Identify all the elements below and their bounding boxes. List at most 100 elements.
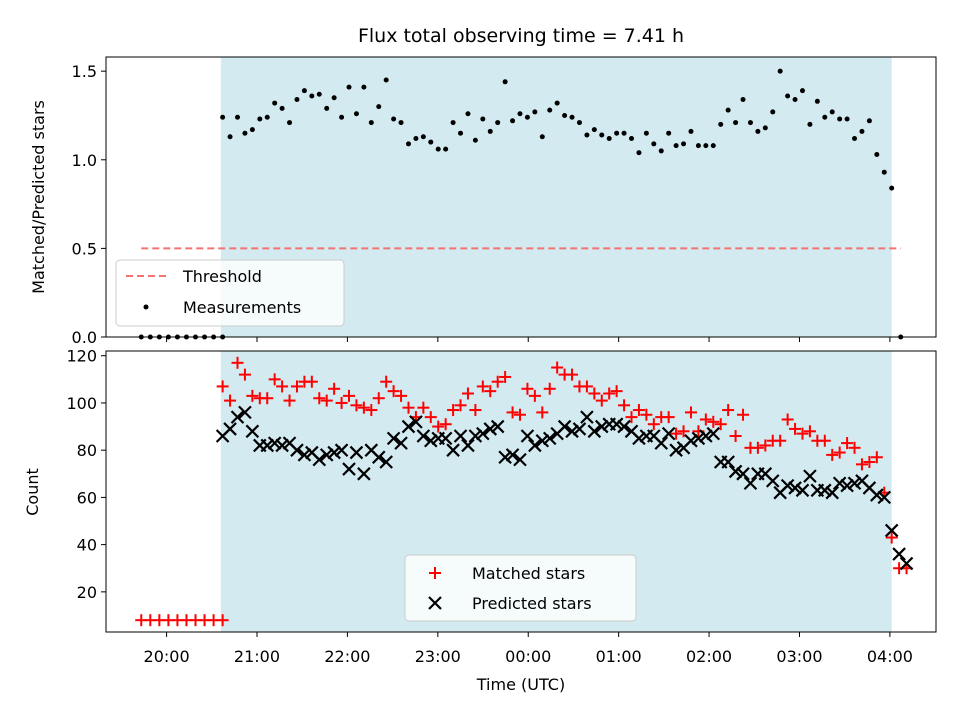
measurement-point xyxy=(532,109,538,115)
measurement-point xyxy=(755,128,761,134)
matched-star-point xyxy=(774,434,787,447)
measurement-point xyxy=(814,98,820,104)
predicted-star-point xyxy=(334,443,349,457)
matched-star-point xyxy=(402,401,415,414)
predicted-star-point xyxy=(706,426,721,441)
measurement-point xyxy=(458,130,464,136)
measurement-point xyxy=(517,111,523,117)
matched-star-point xyxy=(424,411,437,424)
measurement-point xyxy=(339,114,345,120)
bottom-y-tick-label: 80 xyxy=(77,441,97,460)
predicted-star-point xyxy=(572,422,587,436)
matched-star-point xyxy=(670,427,683,440)
predicted-star-point xyxy=(386,431,401,446)
matched-star-point xyxy=(781,413,794,426)
measurement-point xyxy=(859,128,865,134)
predicted-star-point xyxy=(297,448,312,462)
measurement-point xyxy=(710,143,716,149)
predicted-star-point xyxy=(803,469,817,483)
predicted-star-point xyxy=(401,419,416,434)
predicted-star-point xyxy=(542,431,557,446)
predicted-star-point xyxy=(587,424,602,439)
measurement-point xyxy=(495,120,501,126)
measurement-point xyxy=(651,141,657,147)
predicted-star-point xyxy=(379,455,393,469)
matched-star-point xyxy=(826,448,839,461)
measurement-point xyxy=(792,97,798,103)
matched-star-point xyxy=(268,373,281,386)
measurement-point xyxy=(844,116,850,122)
matched-star-point xyxy=(305,375,318,388)
predicted-star-point xyxy=(371,450,386,465)
matched-star-point xyxy=(543,382,556,395)
matched-star-point xyxy=(870,451,883,464)
measurement-point xyxy=(279,105,285,111)
predicted-star-point xyxy=(230,410,245,424)
predicted-star-point xyxy=(275,438,289,453)
measurement-point xyxy=(785,93,791,99)
matched-star-point xyxy=(580,380,593,393)
top-y-tick-label: 0.0 xyxy=(72,328,97,347)
predicted-star-point xyxy=(342,462,356,476)
top-legend: Threshold Measurements xyxy=(115,259,345,327)
measurement-point xyxy=(554,100,560,106)
measurement-point xyxy=(383,77,389,83)
measurement-point xyxy=(881,169,887,175)
predicted-star-point xyxy=(424,433,438,448)
matched-star-point xyxy=(313,392,326,405)
matched-star-point xyxy=(863,455,876,468)
predicted-star-point xyxy=(892,547,906,561)
measurement-point xyxy=(235,114,241,120)
predicted-star-point xyxy=(267,436,282,450)
measurement-point xyxy=(770,109,776,115)
matched-star-point xyxy=(454,399,467,412)
measurement-point xyxy=(591,127,597,133)
measurement-point xyxy=(480,116,486,122)
bottom-x-tick-label: 04:00 xyxy=(867,647,913,666)
chart-title: Flux total observing time = 7.41 h xyxy=(358,25,684,47)
measurement-point xyxy=(562,112,568,118)
predicted-star-point xyxy=(438,431,453,446)
matched-star-point xyxy=(647,418,660,431)
measurement-point xyxy=(629,136,635,142)
matched-star-point xyxy=(632,404,645,417)
measurement-point xyxy=(376,104,382,110)
matched-star-point xyxy=(491,375,504,388)
measurement-point xyxy=(643,130,649,136)
predicted-star-point xyxy=(877,490,892,505)
matched-star-point xyxy=(603,387,616,400)
measurement-point xyxy=(413,136,419,142)
predicted-star-point xyxy=(788,481,802,495)
measurement-point xyxy=(762,125,768,131)
top-plot-frame xyxy=(105,56,937,338)
matched-star-point xyxy=(506,406,519,419)
bottom-x-tick-label: 21:00 xyxy=(234,647,280,666)
matched-star-point xyxy=(513,408,526,421)
bottom-y-tick-label: 120 xyxy=(66,347,97,366)
matched-legend-label: Matched stars xyxy=(472,564,585,583)
predicted-star-point xyxy=(899,556,914,571)
measurement-point xyxy=(391,116,397,122)
measurement-point xyxy=(361,84,367,90)
matched-star-point xyxy=(640,408,653,421)
matched-star-point xyxy=(684,406,697,419)
measurement-point xyxy=(852,136,858,142)
predicted-star-point xyxy=(490,419,505,434)
matched-star-point xyxy=(387,385,400,398)
measurement-point xyxy=(510,118,516,124)
measurement-point xyxy=(747,120,753,126)
matched-star-point xyxy=(395,389,408,402)
measurement-point xyxy=(606,136,612,142)
measurement-point xyxy=(688,128,694,134)
measurement-point xyxy=(614,130,620,136)
matched-star-point xyxy=(841,437,854,450)
predicted-star-point xyxy=(416,429,431,443)
measurement-point xyxy=(420,134,426,140)
predicted-star-point xyxy=(476,426,490,441)
measurement-point xyxy=(829,109,835,115)
bottom-y-axis-label: Count xyxy=(23,468,42,516)
measurement-point xyxy=(725,107,731,113)
matched-star-point xyxy=(216,380,229,393)
bottom-x-tick-label: 20:00 xyxy=(144,647,190,666)
measurement-point xyxy=(547,107,553,113)
